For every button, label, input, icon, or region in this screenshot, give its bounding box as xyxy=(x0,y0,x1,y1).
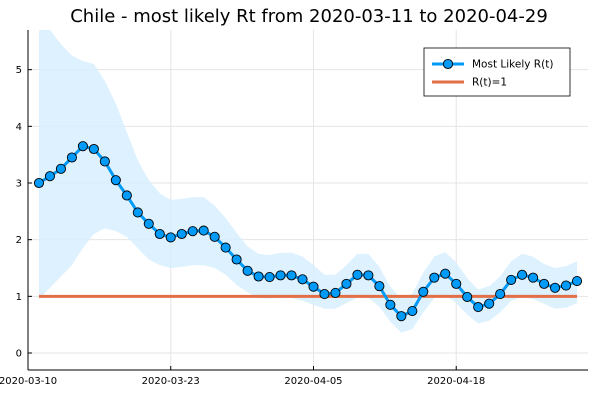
data-point xyxy=(121,190,132,201)
data-point xyxy=(132,207,143,218)
data-point xyxy=(99,156,110,167)
data-point xyxy=(88,143,99,155)
legend-label-rt-equals-1: R(t)=1 xyxy=(472,77,507,89)
data-point xyxy=(418,286,429,297)
data-point xyxy=(253,271,264,282)
data-point xyxy=(308,281,319,292)
data-point xyxy=(385,299,396,310)
confidence-band xyxy=(38,30,578,333)
data-point xyxy=(352,269,363,280)
y-tick-label: 1 xyxy=(16,292,22,303)
data-point xyxy=(363,270,374,281)
data-point xyxy=(506,274,517,285)
y-tick-label: 3 xyxy=(16,179,22,190)
data-point xyxy=(297,274,308,285)
data-point xyxy=(154,228,165,240)
data-point xyxy=(187,226,198,237)
x-tick-label: 2020-03-23 xyxy=(142,376,200,387)
data-point xyxy=(550,282,561,293)
legend-box xyxy=(423,47,571,97)
data-point xyxy=(495,289,506,300)
data-point xyxy=(341,278,352,289)
y-tick-label: 5 xyxy=(16,65,22,76)
data-point xyxy=(560,280,572,291)
data-point xyxy=(143,218,154,229)
data-point xyxy=(374,281,385,292)
data-point xyxy=(451,278,462,289)
data-point xyxy=(110,175,121,186)
data-point xyxy=(242,265,253,276)
data-point xyxy=(77,141,88,152)
data-point xyxy=(275,270,286,281)
data-point xyxy=(198,225,209,236)
data-point xyxy=(231,254,242,265)
x-tick-label: 2020-04-18 xyxy=(427,376,485,387)
data-point xyxy=(55,163,66,174)
legend-label-most-likely-rt: Most Likely R(t) xyxy=(472,59,553,71)
y-tick-label: 0 xyxy=(16,349,22,360)
y-tick-label: 2 xyxy=(16,235,22,246)
legend-marker-most-likely-rt xyxy=(442,58,454,70)
data-point xyxy=(264,272,275,283)
data-point xyxy=(66,152,77,163)
data-point xyxy=(330,287,341,298)
data-point xyxy=(209,231,220,242)
y-tick-label: 4 xyxy=(16,122,22,133)
legend: Most Likely R(t) R(t)=1 xyxy=(423,47,571,97)
data-point xyxy=(528,272,539,283)
data-point xyxy=(539,278,550,289)
x-tick-label: 2020-04-05 xyxy=(284,376,342,387)
data-point xyxy=(462,291,473,302)
data-point xyxy=(220,242,231,253)
data-point xyxy=(429,272,440,283)
data-point xyxy=(319,289,330,300)
chart-title: Chile - most likely Rt from 2020-03-11 t… xyxy=(70,6,548,27)
data-point xyxy=(440,268,451,279)
data-point xyxy=(176,228,187,240)
data-point xyxy=(33,177,45,189)
data-point xyxy=(473,302,484,313)
data-point xyxy=(396,311,407,322)
x-tick-label: 2020-03-10 xyxy=(0,376,57,387)
data-point xyxy=(44,171,56,182)
data-point xyxy=(286,270,297,281)
data-point xyxy=(571,275,583,287)
data-point xyxy=(165,232,176,243)
data-point xyxy=(407,306,418,317)
data-point xyxy=(517,269,528,280)
data-point xyxy=(484,298,495,309)
plot-area: 0 1 2 3 4 5 2020-03-10 2020-03-23 2020-04-05 2020… xyxy=(0,30,588,387)
